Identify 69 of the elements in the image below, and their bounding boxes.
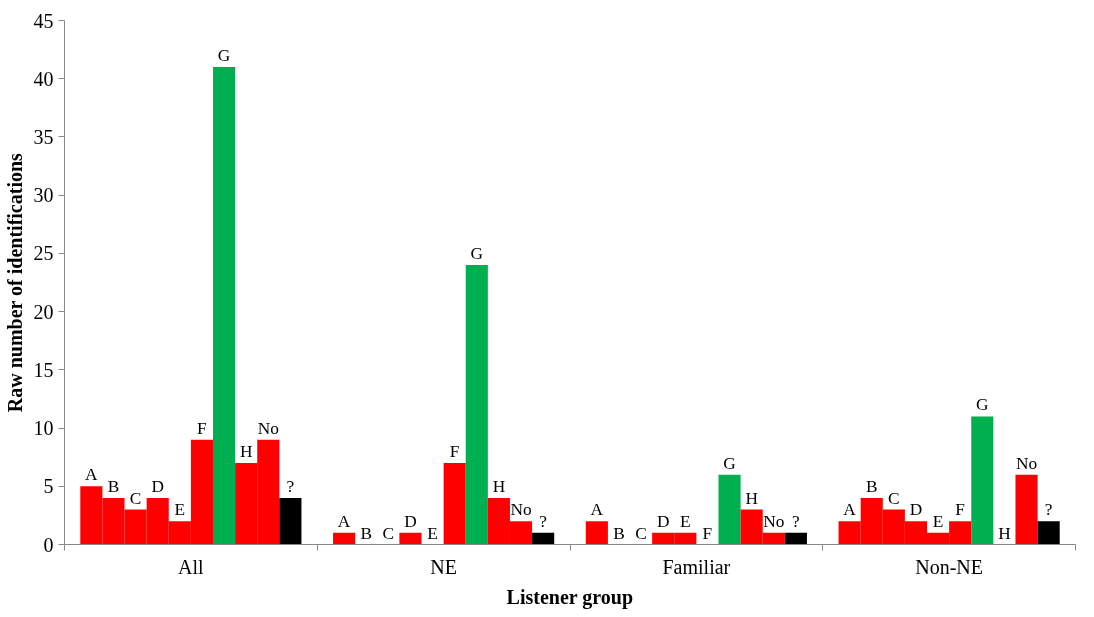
- y-axis-title: Raw number of identifications: [3, 152, 26, 413]
- series-label: C: [129, 488, 142, 508]
- series-label: F: [197, 418, 208, 438]
- bar: [333, 532, 356, 545]
- text: A: [590, 500, 604, 520]
- text: H: [492, 476, 506, 496]
- y-tick-label: 15: [33, 358, 54, 381]
- text: F: [449, 441, 460, 461]
- text: B: [865, 476, 878, 496]
- y-tick-label: 25: [33, 242, 54, 265]
- series-label: ?: [286, 476, 295, 496]
- y-tick-label: 30: [33, 184, 54, 207]
- text: B: [613, 523, 625, 543]
- text: E: [427, 523, 438, 543]
- text: C: [888, 488, 900, 508]
- x-tick-label: Familiar: [662, 555, 731, 578]
- text: F: [702, 523, 713, 543]
- y-tick-label: 20: [33, 300, 54, 323]
- text: H: [745, 488, 758, 508]
- text: H: [998, 523, 1011, 543]
- series-label: A: [85, 465, 99, 485]
- bar: [443, 462, 466, 545]
- bar: [279, 497, 302, 545]
- text: G: [976, 395, 989, 415]
- bar: [532, 532, 555, 545]
- series-label: D: [151, 476, 164, 496]
- y-tick-label: 45: [33, 9, 54, 32]
- text: D: [404, 511, 417, 531]
- text: D: [656, 511, 670, 531]
- text: G: [470, 244, 484, 264]
- text: E: [932, 511, 944, 531]
- bar: [212, 67, 236, 545]
- text: A: [843, 500, 856, 520]
- text: G: [723, 453, 736, 473]
- text: ?: [539, 511, 547, 531]
- y-tick-label: 0: [43, 533, 54, 556]
- text: C: [382, 523, 395, 543]
- text: ?: [1044, 500, 1053, 520]
- y-tick-label: 40: [33, 67, 54, 90]
- text: A: [337, 511, 351, 531]
- bar: [465, 265, 488, 545]
- text: B: [360, 523, 372, 543]
- y-tick-label: 35: [33, 125, 54, 148]
- y-tick-label: 10: [33, 417, 54, 440]
- x-tick-label: All: [178, 555, 205, 578]
- x-tick-label: Non-NE: [915, 555, 984, 578]
- series-label: E: [174, 500, 186, 520]
- text: ?: [792, 511, 800, 531]
- text: E: [680, 511, 691, 531]
- x-tick-label: NE: [430, 555, 457, 578]
- bar: [784, 532, 807, 545]
- bar: [1037, 521, 1060, 545]
- bar: [399, 532, 422, 545]
- series-label: H: [239, 441, 253, 461]
- bar: [718, 474, 741, 545]
- text: D: [909, 500, 923, 520]
- text: C: [635, 523, 647, 543]
- text: No: [763, 511, 785, 531]
- x-axis-title: Listener group: [506, 585, 634, 609]
- bar: [1015, 474, 1038, 545]
- series-label: No: [257, 418, 279, 438]
- series-label: G: [217, 46, 231, 66]
- text: No: [1015, 453, 1038, 473]
- bar: [971, 416, 994, 545]
- y-tick-label: 5: [43, 475, 54, 498]
- text: No: [510, 500, 532, 520]
- series-label: B: [107, 476, 120, 496]
- text: F: [955, 500, 965, 520]
- bar: [585, 521, 608, 545]
